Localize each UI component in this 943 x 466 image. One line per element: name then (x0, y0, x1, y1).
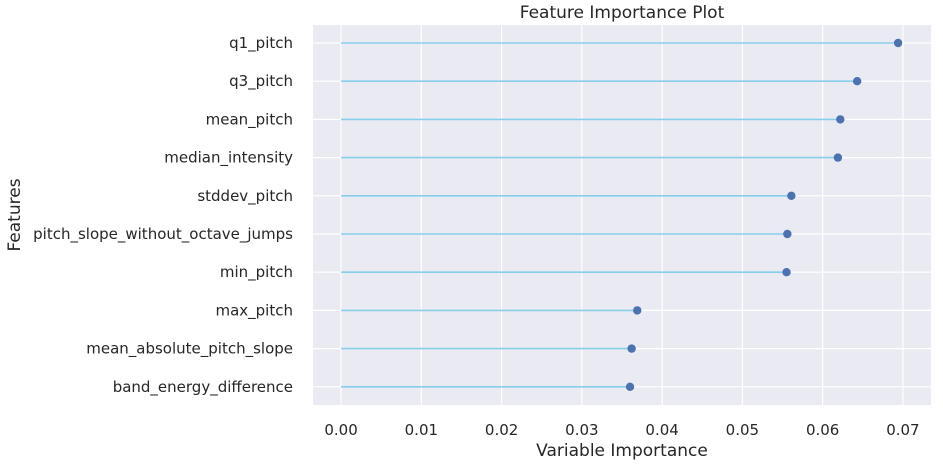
stems (341, 42, 899, 388)
y-tick-label-median_intensity: median_intensity (164, 149, 293, 168)
x-tick-label: 0.05 (726, 421, 759, 439)
x-axis-label: Variable Importance (536, 441, 708, 461)
x-tick-label: 0.06 (806, 421, 839, 439)
plot-area (313, 25, 931, 405)
x-tick-label: 0.07 (886, 421, 919, 439)
x-tick-label: 0.00 (324, 421, 357, 439)
marker-band_energy_difference (625, 382, 635, 391)
y-tick-label-min_pitch: min_pitch (220, 263, 293, 282)
y-tick-label-band_energy_difference: band_energy_difference (113, 378, 293, 397)
y-tick-labels: q1_pitch q3_pitch mean_pitch median_intensi… (33, 34, 293, 397)
x-tick-label: 0.04 (645, 421, 678, 439)
y-tick-label-q1_pitch: q1_pitch (229, 34, 293, 53)
y-tick-label-pitch_slope_without_octave_jumps: pitch_slope_without_octave_jumps (33, 225, 293, 244)
markers (625, 38, 903, 391)
y-tick-label-stddev_pitch: stddev_pitch (197, 187, 293, 206)
y-tick-label-mean_absolute_pitch_slope: mean_absolute_pitch_slope (86, 340, 293, 359)
marker-q1_pitch (893, 38, 903, 48)
x-tick-label: 0.01 (405, 421, 438, 439)
marker-stddev_pitch (787, 191, 796, 200)
marker-max_pitch (633, 306, 642, 315)
marker-median_intensity (833, 153, 843, 162)
y-axis-label: Features (5, 178, 25, 251)
marker-mean_absolute_pitch_slope (627, 344, 636, 353)
marker-pitch_slope_without_octave_jumps (783, 229, 792, 239)
marker-min_pitch (782, 268, 791, 277)
marker-mean_pitch (836, 115, 845, 124)
y-tick-label-max_pitch: max_pitch (215, 301, 293, 320)
x-tick-label: 0.03 (565, 421, 598, 439)
marker-q3_pitch (852, 77, 862, 86)
y-tick-label-mean_pitch: mean_pitch (206, 110, 293, 129)
chart-title: Feature Importance Plot (520, 3, 725, 23)
y-tick-label-q3_pitch: q3_pitch (229, 72, 293, 91)
x-tick-label: 0.02 (485, 421, 518, 439)
x-tick-labels: 0.00 0.01 0.02 0.03 0.04 0.05 0.06 0.07 (324, 421, 919, 439)
